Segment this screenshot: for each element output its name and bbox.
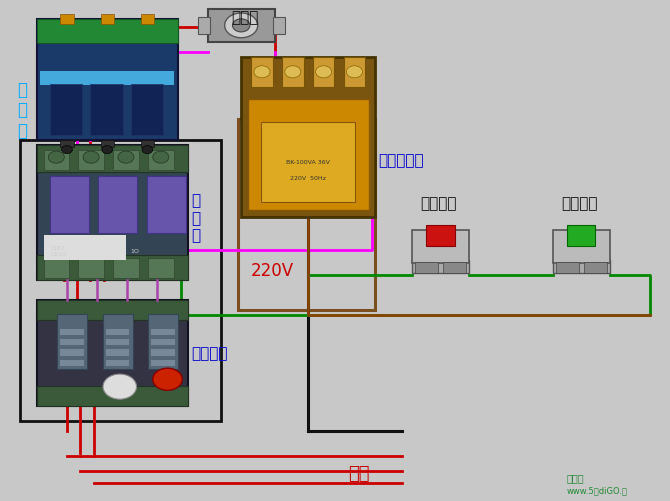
Bar [37,386,188,406]
Text: 热继电器: 热继电器 [191,346,227,361]
Bar [44,150,69,170]
Bar [273,18,285,35]
Bar [151,340,175,346]
Bar [151,360,175,366]
Bar [78,150,104,170]
Bar [37,20,178,44]
Circle shape [102,146,113,154]
Bar [131,85,163,135]
Bar [313,58,334,88]
Circle shape [224,14,258,39]
Bar [198,18,210,35]
Bar [113,258,139,278]
Text: www.5电diGO.汇: www.5电diGO.汇 [566,485,627,494]
Bar [148,314,178,369]
Circle shape [153,368,182,391]
Bar [40,72,174,86]
Bar [415,262,438,273]
Circle shape [232,20,250,33]
Text: BK-100VA 36V: BK-100VA 36V [286,159,330,164]
Bar [37,145,188,281]
Bar [248,100,369,210]
Circle shape [83,152,99,164]
Bar [103,314,133,369]
Bar [90,85,123,135]
Bar [60,140,74,148]
Text: CJX2
C610: CJX2 C610 [50,245,66,256]
Bar [584,262,607,273]
Bar [98,176,137,233]
Circle shape [103,374,137,399]
Bar [60,340,84,346]
Bar [37,301,188,321]
Bar [208,10,275,43]
Bar [106,350,129,356]
Circle shape [346,67,362,79]
Bar [37,145,188,173]
Bar [60,350,84,356]
Bar [100,15,114,25]
Bar [553,230,610,263]
Bar [141,140,154,148]
Circle shape [118,152,134,164]
Text: 接
触
器: 接 触 器 [191,193,200,243]
Circle shape [316,67,332,79]
Bar [444,262,466,273]
Bar [78,258,104,278]
Bar [412,261,469,273]
Text: 220V: 220V [251,262,294,280]
Bar [60,330,84,336]
Text: 断
路
器: 断 路 器 [17,81,27,140]
Text: 负载: 负载 [348,464,370,482]
Bar [344,58,365,88]
Bar [50,85,82,135]
Bar [60,15,74,25]
Bar [106,330,129,336]
Text: 隔离变压器: 隔离变压器 [379,153,424,168]
Bar [238,120,375,311]
Text: 1O: 1O [131,248,139,254]
Bar [57,314,87,369]
Bar [241,58,375,218]
Bar [148,258,174,278]
Circle shape [142,146,153,154]
Circle shape [48,152,64,164]
Bar [44,258,69,278]
Bar [553,261,610,273]
Bar [147,176,186,233]
Bar [426,225,455,246]
Bar [556,262,579,273]
Bar [44,236,127,261]
Bar [567,225,596,246]
Bar [151,330,175,336]
Bar [261,123,355,203]
Text: 熔断器: 熔断器 [231,10,258,25]
Bar [148,150,174,170]
Bar [37,301,188,406]
Circle shape [153,152,169,164]
Bar [60,360,84,366]
Bar [100,140,114,148]
Bar [20,140,221,421]
Bar [50,176,89,233]
Bar [37,20,178,140]
Bar [141,15,154,25]
Circle shape [254,67,270,79]
Text: 220V  50Hz: 220V 50Hz [290,175,326,180]
Bar [251,58,273,88]
Bar [113,150,139,170]
Bar [282,58,304,88]
Bar [106,340,129,346]
Circle shape [62,146,72,154]
Bar [412,230,469,263]
Text: 接线图: 接线图 [566,472,584,482]
Bar [37,256,188,281]
Text: 停止按钮: 停止按钮 [421,195,457,210]
Circle shape [285,67,301,79]
Bar [106,360,129,366]
Text: 启动按钮: 启动按钮 [561,195,598,210]
Bar [151,350,175,356]
